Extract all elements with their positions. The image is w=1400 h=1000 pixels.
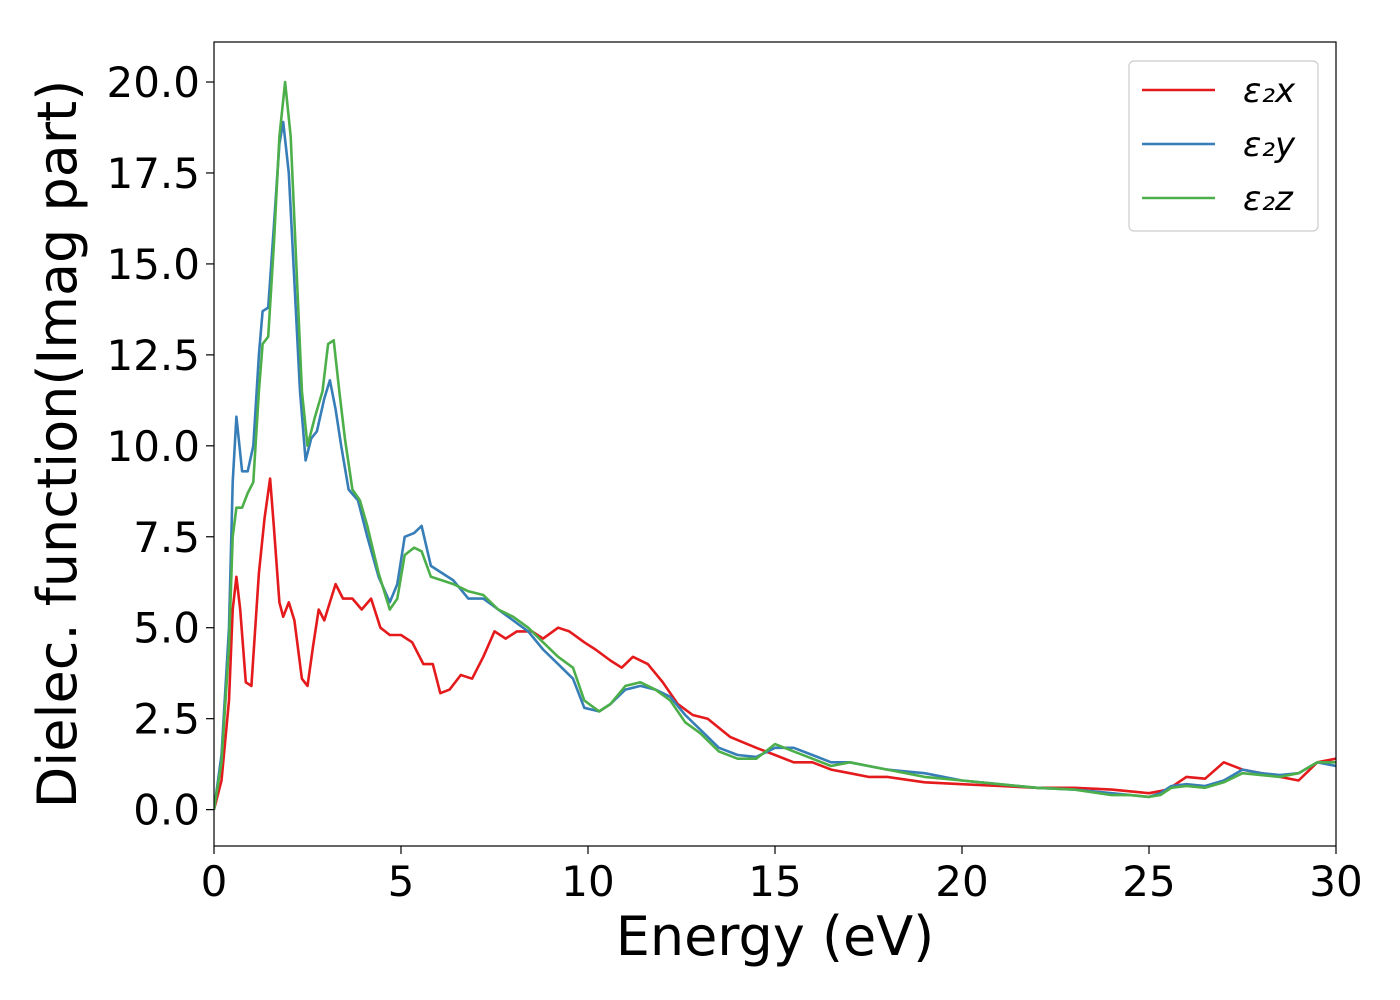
- x-tick-label: 25: [1122, 857, 1175, 906]
- series-layer: [214, 80, 1336, 810]
- y-axis-title: Dielec. function(Imag part): [26, 80, 89, 809]
- x-axis: 0 5 10 15 20 25 30: [201, 846, 1363, 906]
- y-tick-label: 12.5: [106, 331, 200, 380]
- series-line-3: [214, 80, 1336, 810]
- legend: ε₂x ε₂y ε₂z: [1128, 60, 1319, 232]
- y-tick-label: 5.0: [133, 604, 200, 653]
- y-tick-label: 10.0: [106, 422, 200, 471]
- y-tick-label: 7.5: [133, 513, 200, 562]
- y-tick-label: 2.5: [133, 695, 200, 744]
- y-tick-label: 17.5: [106, 149, 200, 198]
- x-tick-label: 0: [201, 857, 228, 906]
- x-tick-label: 15: [748, 857, 801, 906]
- y-tick-label: 15.0: [106, 240, 200, 289]
- y-axis: 0.0 2.5 5.0 7.5 10.0 12.5 15.0 17.5 20.0: [106, 58, 214, 835]
- legend-label: ε₂y: [1243, 125, 1296, 165]
- x-tick-label: 30: [1309, 857, 1362, 906]
- y-tick-label: 0.0: [133, 786, 200, 835]
- y-tick-label: 20.0: [106, 58, 200, 107]
- legend-box: [1128, 60, 1319, 232]
- legend-label: ε₂z: [1243, 179, 1294, 219]
- legend-label: ε₂x: [1243, 71, 1296, 111]
- x-axis-title: Energy (eV): [616, 905, 935, 968]
- x-tick-label: 20: [935, 857, 988, 906]
- x-tick-label: 10: [561, 857, 614, 906]
- x-tick-label: 5: [388, 857, 415, 906]
